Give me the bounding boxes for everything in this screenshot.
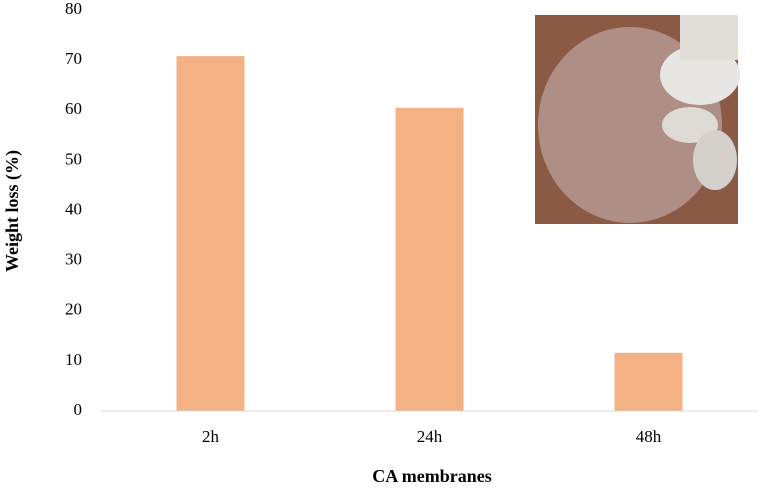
y-tick-label: 60 [65, 99, 82, 118]
y-tick-label: 40 [65, 199, 82, 218]
y-axis-label: Weight loss (%) [2, 150, 23, 272]
x-tick-label: 2h [202, 427, 220, 446]
y-tick-label: 70 [65, 49, 82, 68]
y-tick-label: 50 [65, 149, 82, 168]
inset-photo [535, 15, 740, 224]
x-tick-label: 24h [417, 427, 443, 446]
y-tick-label: 20 [65, 300, 82, 319]
bar [395, 107, 464, 412]
y-tick-label: 30 [65, 250, 82, 269]
y-tick-label: 80 [65, 0, 82, 18]
x-tick-label: 48h [636, 427, 662, 446]
bar [614, 352, 683, 411]
y-tick-label: 10 [65, 350, 82, 369]
bar [176, 56, 245, 412]
x-axis-label: CA membranes [372, 466, 492, 486]
y-tick-label: 0 [74, 400, 83, 419]
